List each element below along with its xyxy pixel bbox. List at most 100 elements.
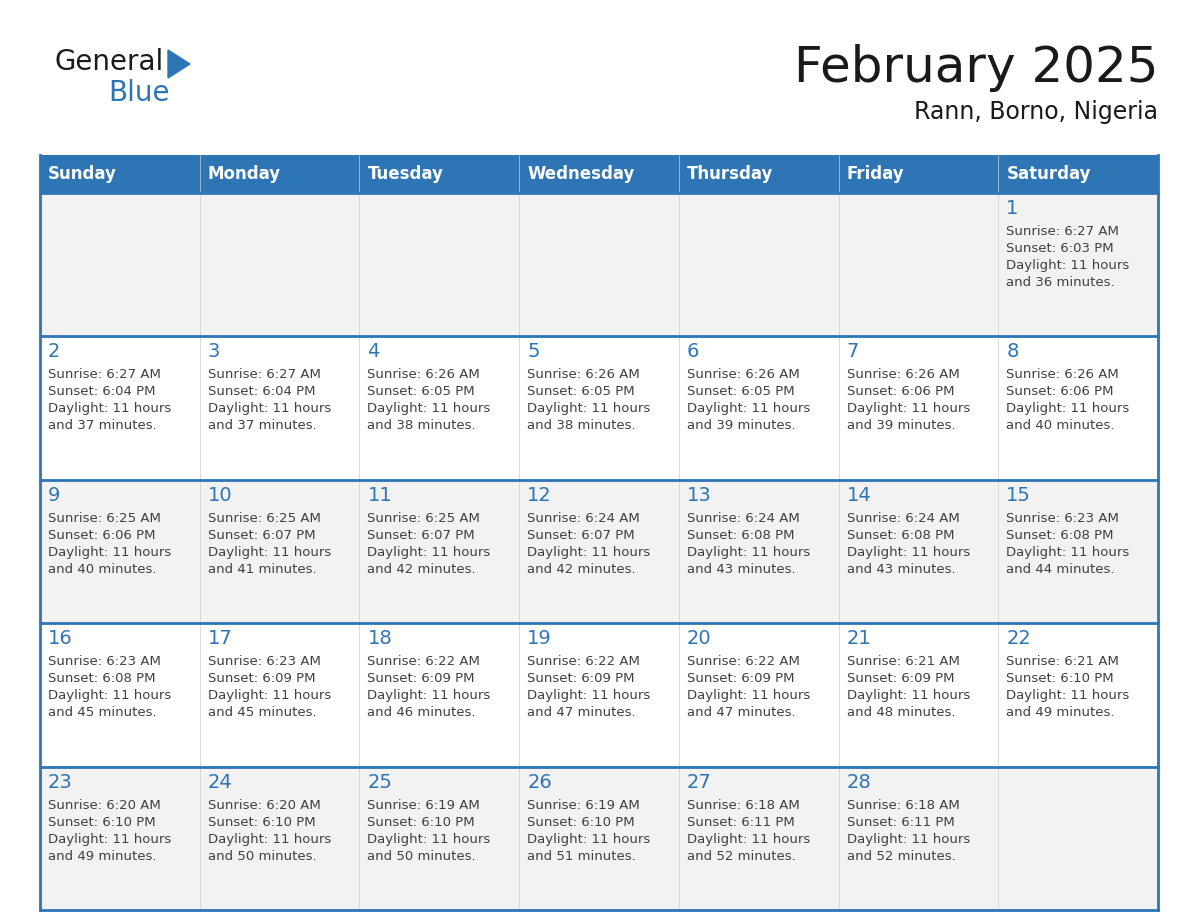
Text: Sunset: 6:03 PM: Sunset: 6:03 PM: [1006, 242, 1114, 255]
Text: Sunrise: 6:25 AM: Sunrise: 6:25 AM: [367, 512, 480, 525]
Bar: [200, 623, 360, 767]
Text: Daylight: 11 hours: Daylight: 11 hours: [527, 402, 650, 416]
Text: Daylight: 11 hours: Daylight: 11 hours: [687, 402, 810, 416]
Text: Daylight: 11 hours: Daylight: 11 hours: [687, 689, 810, 702]
Text: Daylight: 11 hours: Daylight: 11 hours: [48, 402, 171, 416]
Text: Daylight: 11 hours: Daylight: 11 hours: [687, 546, 810, 559]
Text: 23: 23: [48, 773, 72, 791]
Bar: [360, 623, 519, 767]
Text: Sunset: 6:10 PM: Sunset: 6:10 PM: [208, 815, 315, 829]
Text: and 36 minutes.: and 36 minutes.: [1006, 276, 1114, 289]
Text: Daylight: 11 hours: Daylight: 11 hours: [847, 546, 969, 559]
Text: Sunrise: 6:27 AM: Sunrise: 6:27 AM: [208, 368, 321, 381]
Bar: [839, 767, 998, 910]
Bar: [678, 623, 839, 767]
Text: and 50 minutes.: and 50 minutes.: [367, 849, 476, 863]
Text: 9: 9: [48, 486, 61, 505]
Bar: [998, 480, 1158, 623]
Text: and 49 minutes.: and 49 minutes.: [1006, 706, 1114, 719]
Text: Sunrise: 6:26 AM: Sunrise: 6:26 AM: [1006, 368, 1119, 381]
Text: Daylight: 11 hours: Daylight: 11 hours: [847, 402, 969, 416]
Bar: [678, 336, 839, 480]
Text: Sunrise: 6:24 AM: Sunrise: 6:24 AM: [847, 512, 960, 525]
Text: and 42 minutes.: and 42 minutes.: [367, 563, 476, 576]
Text: February 2025: February 2025: [794, 44, 1158, 92]
Text: 7: 7: [847, 342, 859, 362]
Text: 13: 13: [687, 486, 712, 505]
Text: Sunset: 6:09 PM: Sunset: 6:09 PM: [527, 672, 634, 685]
Text: Wednesday: Wednesday: [527, 165, 634, 183]
Text: Sunrise: 6:22 AM: Sunrise: 6:22 AM: [687, 655, 800, 668]
Text: 17: 17: [208, 629, 233, 648]
Text: Blue: Blue: [108, 79, 170, 107]
Text: 19: 19: [527, 629, 552, 648]
Text: Daylight: 11 hours: Daylight: 11 hours: [687, 833, 810, 845]
Text: Daylight: 11 hours: Daylight: 11 hours: [367, 833, 491, 845]
Text: 1: 1: [1006, 199, 1018, 218]
Text: Daylight: 11 hours: Daylight: 11 hours: [367, 546, 491, 559]
Polygon shape: [168, 50, 190, 78]
Text: 25: 25: [367, 773, 392, 791]
Text: Saturday: Saturday: [1006, 165, 1091, 183]
Text: and 38 minutes.: and 38 minutes.: [367, 420, 476, 432]
Text: Sunset: 6:07 PM: Sunset: 6:07 PM: [527, 529, 634, 542]
Text: Sunrise: 6:18 AM: Sunrise: 6:18 AM: [687, 799, 800, 812]
Text: 21: 21: [847, 629, 871, 648]
Text: Sunrise: 6:22 AM: Sunrise: 6:22 AM: [527, 655, 640, 668]
Text: Sunset: 6:09 PM: Sunset: 6:09 PM: [208, 672, 315, 685]
Bar: [678, 193, 839, 336]
Text: Sunset: 6:05 PM: Sunset: 6:05 PM: [687, 386, 795, 398]
Text: Sunrise: 6:19 AM: Sunrise: 6:19 AM: [527, 799, 640, 812]
Bar: [998, 336, 1158, 480]
Text: Sunrise: 6:20 AM: Sunrise: 6:20 AM: [208, 799, 321, 812]
Bar: [40, 623, 200, 767]
Text: Sunrise: 6:23 AM: Sunrise: 6:23 AM: [1006, 512, 1119, 525]
Text: Sunrise: 6:22 AM: Sunrise: 6:22 AM: [367, 655, 480, 668]
Text: 20: 20: [687, 629, 712, 648]
Bar: [519, 767, 678, 910]
Bar: [200, 767, 360, 910]
Text: Sunrise: 6:26 AM: Sunrise: 6:26 AM: [527, 368, 640, 381]
Text: Daylight: 11 hours: Daylight: 11 hours: [527, 833, 650, 845]
Text: Sunset: 6:08 PM: Sunset: 6:08 PM: [847, 529, 954, 542]
Text: and 46 minutes.: and 46 minutes.: [367, 706, 476, 719]
Text: and 44 minutes.: and 44 minutes.: [1006, 563, 1114, 576]
Bar: [360, 336, 519, 480]
Text: and 39 minutes.: and 39 minutes.: [847, 420, 955, 432]
Text: Sunrise: 6:25 AM: Sunrise: 6:25 AM: [208, 512, 321, 525]
Text: and 40 minutes.: and 40 minutes.: [48, 563, 157, 576]
Bar: [998, 767, 1158, 910]
Text: and 37 minutes.: and 37 minutes.: [48, 420, 157, 432]
Text: 5: 5: [527, 342, 539, 362]
Text: Sunset: 6:06 PM: Sunset: 6:06 PM: [847, 386, 954, 398]
Text: Sunset: 6:11 PM: Sunset: 6:11 PM: [847, 815, 954, 829]
Bar: [519, 623, 678, 767]
Bar: [40, 193, 200, 336]
Text: Sunset: 6:05 PM: Sunset: 6:05 PM: [367, 386, 475, 398]
Text: Sunset: 6:07 PM: Sunset: 6:07 PM: [208, 529, 315, 542]
Text: Sunset: 6:11 PM: Sunset: 6:11 PM: [687, 815, 795, 829]
Text: and 45 minutes.: and 45 minutes.: [208, 706, 316, 719]
Bar: [200, 336, 360, 480]
Bar: [519, 193, 678, 336]
Text: and 49 minutes.: and 49 minutes.: [48, 849, 157, 863]
Text: 3: 3: [208, 342, 220, 362]
Text: Sunset: 6:04 PM: Sunset: 6:04 PM: [208, 386, 315, 398]
Text: Sunrise: 6:27 AM: Sunrise: 6:27 AM: [48, 368, 160, 381]
Text: 15: 15: [1006, 486, 1031, 505]
Bar: [678, 767, 839, 910]
Text: Sunrise: 6:26 AM: Sunrise: 6:26 AM: [367, 368, 480, 381]
Text: Daylight: 11 hours: Daylight: 11 hours: [208, 546, 331, 559]
Text: Sunset: 6:07 PM: Sunset: 6:07 PM: [367, 529, 475, 542]
Bar: [40, 767, 200, 910]
Text: Daylight: 11 hours: Daylight: 11 hours: [208, 833, 331, 845]
Text: Sunrise: 6:21 AM: Sunrise: 6:21 AM: [847, 655, 960, 668]
Bar: [519, 480, 678, 623]
Text: Sunrise: 6:26 AM: Sunrise: 6:26 AM: [847, 368, 960, 381]
Text: Sunset: 6:09 PM: Sunset: 6:09 PM: [367, 672, 475, 685]
Text: 2: 2: [48, 342, 61, 362]
Text: Daylight: 11 hours: Daylight: 11 hours: [48, 833, 171, 845]
Text: Sunset: 6:10 PM: Sunset: 6:10 PM: [1006, 672, 1114, 685]
Text: Sunset: 6:05 PM: Sunset: 6:05 PM: [527, 386, 634, 398]
Text: and 48 minutes.: and 48 minutes.: [847, 706, 955, 719]
